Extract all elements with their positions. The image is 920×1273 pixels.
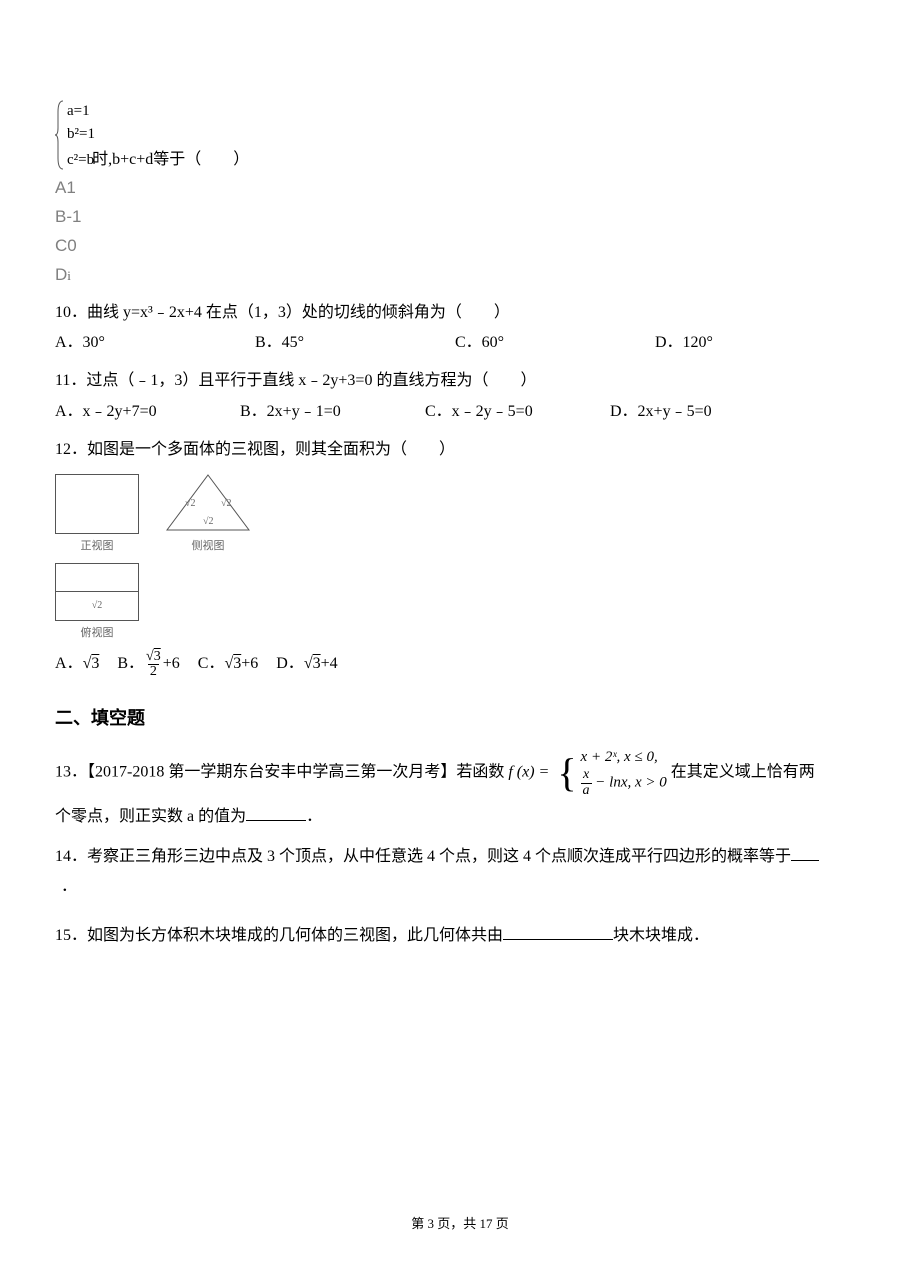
front-view-label: 正视图 (81, 536, 114, 557)
three-view-diagram: 正视图 √2 √2 √2 侧视图 √2 (55, 472, 865, 644)
q15-post: 块木块堆成． (613, 927, 709, 944)
option-d: Di (55, 261, 865, 290)
brace-icon: { (557, 757, 576, 789)
system-line-1: a=1 (67, 100, 865, 123)
q12-opt-c: C．√3+6 (198, 649, 259, 679)
q13-pre: 13．【2017-2018 第一学期东台安丰中学高三第一次月考】若函数 (55, 763, 504, 780)
q12-opt-a: A．√3 (55, 649, 99, 679)
option-d-sub: i (67, 268, 71, 283)
side-view-label: 侧视图 (192, 536, 225, 557)
q10-opt-b: B．45° (255, 328, 455, 358)
option-c: C0 (55, 232, 865, 261)
q10-opt-a: A．30° (55, 328, 255, 358)
q11-opt-d: D．2x+y﹣5=0 (610, 397, 795, 427)
blank-field (791, 845, 819, 861)
system-line-2: b²=1 (67, 123, 865, 146)
q11-text: 11．过点（﹣1，3）且平行于直线 x﹣2y+3=0 的直线方程为（ ） (55, 366, 865, 396)
question-14: 14．考察正三角形三边中点及 3 个顶点，从中任意选 4 个点，则这 4 个点顺… (55, 842, 865, 903)
svg-text:√2: √2 (203, 516, 214, 527)
q10-opt-c: C．60° (455, 328, 655, 358)
top-view-value: √2 (56, 592, 138, 620)
q13-line2-pre: 个零点，则正实数 a 的值为 (55, 808, 246, 825)
q11-opt-a: A．x﹣2y+7=0 (55, 397, 240, 427)
option-b: B-1 (55, 203, 865, 232)
question-11: 11．过点（﹣1，3）且平行于直线 x﹣2y+3=0 的直线方程为（ ） A．x… (55, 366, 865, 427)
svg-text:√2: √2 (221, 498, 232, 509)
q10-text: 10．曲线 y=x³﹣2x+4 在点（1，3）处的切线的倾斜角为（ ） (55, 298, 865, 328)
top-view-label: 俯视图 (81, 623, 114, 644)
q12-opt-d: D．√3+4 (276, 649, 337, 679)
piecewise-function: { x + 2ˣ, x ≤ 0, xa − lnx, x > 0 (553, 747, 666, 799)
system-trailing: 时,b+c+d等于（ ） (92, 147, 249, 173)
q14-post: ． (61, 878, 77, 895)
brace-icon (55, 100, 65, 170)
q13-post1: 在其定义域上恰有两 (671, 763, 815, 780)
side-view: √2 √2 √2 侧视图 (163, 472, 253, 557)
footer-mid: 页，共 (434, 1216, 480, 1231)
question-15: 15．如图为长方体积木块堆成的几何体的三视图，此几何体共由 块木块堆成． (55, 921, 865, 951)
q12-opt-b: B．√32+6 (117, 649, 179, 680)
q14-text: 14．考察正三角形三边中点及 3 个顶点，从中任意选 4 个点，则这 4 个点顺… (55, 848, 791, 865)
option-d-prefix: D (55, 265, 67, 284)
q10-options: A．30° B．45° C．60° D．120° (55, 328, 865, 358)
q11-opt-c: C．x﹣2y﹣5=0 (425, 397, 610, 427)
q13-fx: f (x) = (508, 763, 553, 780)
front-view: 正视图 (55, 474, 139, 557)
option-a: A1 (55, 174, 865, 203)
footer-total: 17 (480, 1216, 493, 1231)
top-view: √2 俯视图 (55, 563, 139, 644)
q12-options: A．√3 B．√32+6 C．√3+6 D．√3+4 (55, 649, 865, 680)
q13-line2-post: ． (306, 808, 322, 825)
section-2-title: 二、填空题 (55, 704, 865, 733)
question-12: 12．如图是一个多面体的三视图，则其全面积为（ ） 正视图 √2 √2 √2 侧… (55, 435, 865, 680)
q12-text: 12．如图是一个多面体的三视图，则其全面积为（ ） (55, 435, 865, 465)
footer-pre: 第 (411, 1216, 427, 1231)
q10-opt-d: D．120° (655, 328, 855, 358)
footer-post: 页 (493, 1216, 509, 1231)
svg-text:√2: √2 (185, 498, 196, 509)
q13-case2: xa − lnx, x > 0 (581, 768, 667, 798)
page-footer: 第 3 页，共 17 页 (0, 1214, 920, 1235)
blank-field (246, 805, 306, 821)
blank-field (503, 924, 613, 940)
q11-options: A．x﹣2y+7=0 B．2x+y﹣1=0 C．x﹣2y﹣5=0 D．2x+y﹣… (55, 397, 865, 427)
question-13: 13．【2017-2018 第一学期东台安丰中学高三第一次月考】若函数 f (x… (55, 747, 865, 834)
q13-case1: x + 2ˣ, x ≤ 0, (581, 747, 667, 769)
q11-opt-b: B．2x+y﹣1=0 (240, 397, 425, 427)
q15-pre: 15．如图为长方体积木块堆成的几何体的三视图，此几何体共由 (55, 927, 503, 944)
system-line-3: c²=b (67, 152, 94, 168)
equation-system: a=1 b²=1 c²=b时,b+c+d等于（ ） (55, 100, 865, 172)
question-10: 10．曲线 y=x³﹣2x+4 在点（1，3）处的切线的倾斜角为（ ） A．30… (55, 298, 865, 359)
